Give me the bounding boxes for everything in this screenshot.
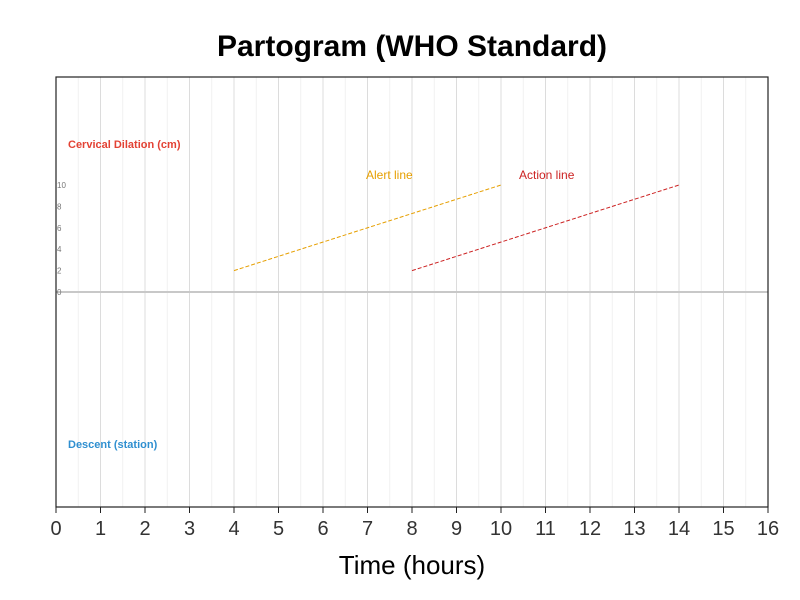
x-tick-label: 10 [490,518,512,540]
dilation-tick-label: 0 [57,288,62,297]
x-tick-label: 1 [95,518,106,540]
descent-panel-label: Descent (station) [68,439,158,451]
x-tick-label: 0 [50,518,61,540]
x-axis-label: Time (hours) [339,550,485,580]
dilation-tick-label: 2 [57,267,62,276]
x-tick-label: 8 [406,518,417,540]
alert-line [233,184,502,272]
x-tick-label: 11 [535,518,556,540]
action-line-label: Action line [519,168,575,182]
dilation-tick-label: 8 [57,202,62,211]
x-tick-label: 4 [228,518,239,540]
x-tick-label: 12 [579,518,601,540]
dilation-panel-label: Cervical Dilation (cm) [68,139,181,151]
dilation-tick-label: 10 [57,181,66,190]
dilation-tick-label: 6 [57,224,62,233]
action-line [411,184,680,272]
dilation-axis: 0 2 4 6 8 10 [57,181,66,297]
x-tick-label: 3 [184,518,195,540]
dilation-tick-label: 4 [57,245,62,254]
series-group: Alert line Action line [233,168,680,272]
alert-line-label: Alert line [366,168,413,182]
x-tick-label: 5 [273,518,284,540]
x-tick-label: 14 [668,518,690,540]
x-axis: 0 1 2 3 4 5 6 7 8 9 10 11 12 13 14 15 16 [50,507,779,540]
x-tick-label: 9 [451,518,462,540]
x-tick-label: 6 [317,518,328,540]
x-tick-label: 2 [139,518,150,540]
x-tick-label: 15 [712,518,734,540]
x-tick-label: 16 [757,518,779,540]
x-tick-label: 13 [623,518,645,540]
chart-title: Partogram (WHO Standard) [217,30,607,63]
x-tick-label: 7 [362,518,373,540]
